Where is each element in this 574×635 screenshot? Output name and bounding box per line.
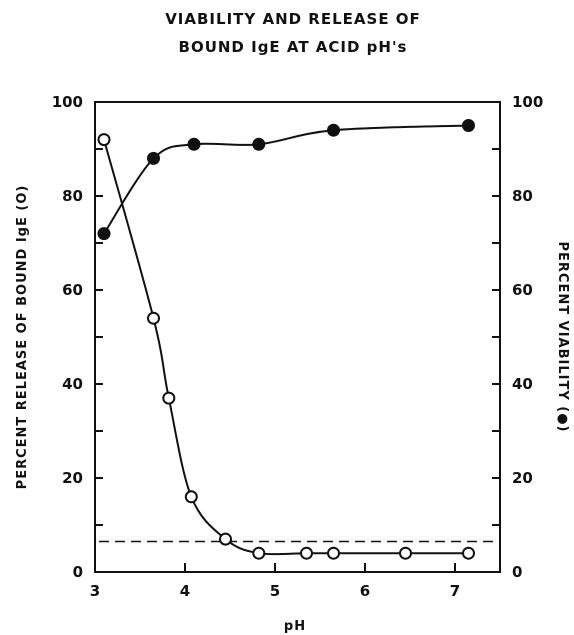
y-right-tick-label: 80 [512, 187, 533, 205]
viability-data-point [97, 227, 111, 241]
release-data-point [300, 546, 313, 560]
data-points [97, 119, 475, 560]
release-data-point [252, 546, 266, 560]
y-left-tick-label: 100 [52, 93, 83, 111]
release-data-point [462, 546, 475, 560]
release-data-point [399, 546, 412, 560]
chart-title-line-2: BOUND IgE AT ACID pH's [179, 38, 408, 56]
release-curve [103, 139, 469, 556]
viability-data-point [327, 123, 340, 137]
y-axis-left-ticks: 0 20 40 60 80 100 [52, 93, 103, 581]
y-axis-right-label: PERCENT VIABILITY (●) [555, 242, 570, 433]
y-axis-right-ticks: 0 20 40 60 80 100 [492, 93, 543, 581]
y-left-tick-label: 20 [62, 469, 83, 487]
y-axis-left-label: PERCENT RELEASE OF BOUND IgE (O) [15, 185, 30, 490]
viability-data-point [147, 151, 160, 165]
x-tick-label: 3 [90, 582, 100, 600]
release-data-point [97, 133, 111, 147]
y-right-tick-label: 60 [512, 281, 533, 299]
chart-title-line-1: VIABILITY AND RELEASE OF [165, 10, 421, 28]
y-right-tick-label: 0 [512, 563, 522, 581]
y-right-tick-label: 20 [512, 469, 533, 487]
x-tick-label: 5 [270, 582, 280, 600]
y-right-tick-label: 40 [512, 375, 533, 393]
viability-curve [103, 124, 469, 235]
x-tick-label: 7 [450, 582, 460, 600]
y-left-tick-label: 0 [73, 563, 83, 581]
x-tick-label: 6 [360, 582, 370, 600]
y-right-tick-label: 100 [512, 93, 543, 111]
x-tick-label: 4 [180, 582, 190, 600]
release-data-point [147, 311, 160, 325]
y-left-tick-label: 60 [62, 281, 83, 299]
release-data-point [219, 532, 232, 546]
y-left-tick-label: 40 [62, 375, 83, 393]
x-axis-ticks: 3 4 5 6 7 [90, 563, 460, 600]
release-data-point [184, 490, 198, 504]
release-data-point [327, 546, 340, 560]
release-data-point [162, 391, 176, 405]
viability-data-point [252, 137, 266, 151]
viability-data-point [187, 137, 201, 151]
x-axis-label: pH [284, 619, 306, 634]
plot-frame [94, 101, 501, 573]
viability-data-point [462, 119, 475, 132]
y-left-tick-label: 80 [62, 187, 83, 205]
